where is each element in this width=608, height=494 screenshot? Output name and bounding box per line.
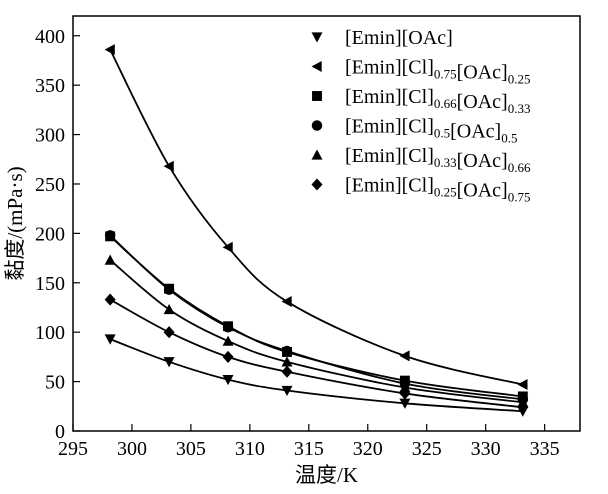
x-tick-label: 300: [117, 438, 147, 460]
data-point-series-1: [163, 357, 175, 368]
y-tick-label: 250: [35, 174, 65, 196]
legend-label-3: [Emin][Cl]0.66[OAc]0.33: [345, 86, 530, 116]
series-line-6: [109, 298, 523, 409]
data-point-series-1: [281, 385, 293, 396]
legend-label-5: [Emin][Cl]0.33[OAc]0.66: [345, 145, 531, 175]
data-point-series-2: [281, 296, 292, 308]
data-point-series-6: [399, 387, 411, 400]
x-tick-label: 315: [294, 438, 324, 460]
x-tick-label: 295: [58, 438, 88, 460]
data-point-series-2: [163, 160, 174, 172]
legend: [Emin][OAc][Emin][Cl]0.75[OAc]0.25[Emin]…: [311, 27, 531, 205]
data-point-series-5: [222, 335, 234, 346]
legend-marker-1: [311, 32, 323, 43]
data-point-series-6: [104, 293, 116, 306]
x-tick-label: 305: [176, 438, 206, 460]
x-tick-label: 335: [530, 438, 560, 460]
legend-label-1: [Emin][OAc]: [345, 27, 453, 49]
legend-label-4: [Emin][Cl]0.5[OAc]0.5: [345, 116, 517, 146]
y-tick-label: 50: [45, 372, 65, 394]
data-point-series-6: [281, 365, 293, 378]
legend-marker-3: [312, 91, 322, 101]
tick-group: 295 300 305 310 315 320 325 330 335 0 50 100 150 200 2…: [35, 26, 560, 460]
series-line-5: [109, 259, 523, 404]
x-tick-label: 325: [412, 438, 442, 460]
data-point-series-2: [222, 241, 233, 253]
series-line-3: [109, 235, 523, 398]
data-point-series-6: [222, 350, 234, 363]
y-tick-label: 200: [35, 223, 65, 245]
data-point-series-5: [163, 303, 175, 315]
legend-marker-5: [311, 149, 323, 160]
legend-marker-6: [311, 178, 323, 191]
legend-label-2: [Emin][Cl]0.75[OAc]0.25: [345, 57, 530, 87]
y-axis-title: 黏度/(mPa·s): [3, 166, 27, 280]
series-line-2: [109, 49, 524, 386]
data-point-series-4: [104, 230, 116, 241]
data-point-series-2: [399, 350, 410, 362]
y-tick-label: 300: [35, 125, 65, 147]
data-point-series-5: [281, 356, 293, 367]
x-tick-label: 330: [471, 438, 501, 460]
y-tick-label: 150: [35, 273, 65, 295]
y-tick-label: 400: [35, 26, 65, 48]
legend-label-6: [Emin][Cl]0.25[OAc]0.75: [345, 175, 530, 205]
y-tick-label: 100: [35, 322, 65, 344]
data-point-series-1: [399, 398, 411, 409]
x-tick-label: 320: [353, 438, 383, 460]
marker-group: [104, 44, 529, 417]
data-point-series-5: [399, 382, 411, 393]
x-tick-label: 310: [235, 438, 265, 460]
y-tick-label: 0: [55, 421, 65, 443]
data-point-series-2: [517, 379, 528, 391]
data-point-series-4: [281, 345, 293, 357]
data-point-series-2: [104, 44, 115, 56]
data-point-series-1: [222, 374, 234, 386]
legend-marker-2: [311, 61, 322, 72]
y-tick-label: 350: [35, 75, 65, 97]
data-point-series-4: [222, 322, 234, 333]
data-point-series-6: [163, 326, 175, 339]
data-point-series-4: [163, 284, 175, 295]
data-point-series-1: [104, 334, 116, 345]
data-point-series-5: [104, 254, 116, 265]
x-axis-title: 温度/K: [295, 463, 358, 487]
plot-frame: [72, 15, 581, 432]
legend-marker-4: [311, 120, 323, 131]
data-point-series-6: [517, 401, 529, 414]
